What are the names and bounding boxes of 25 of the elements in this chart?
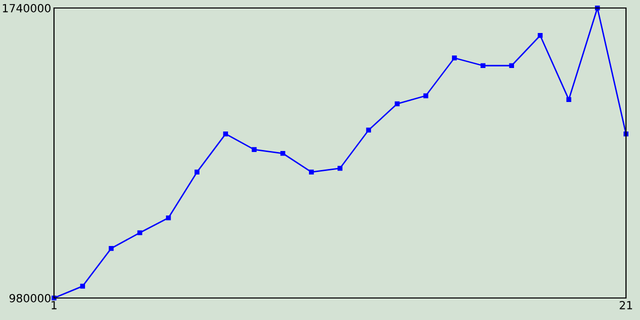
point (509, 63, 514, 68)
y-tick-label: 1740000 (2, 4, 50, 12)
point (252, 147, 257, 152)
point (624, 131, 628, 136)
point (566, 97, 572, 102)
x-tick-label: 1 (52, 301, 57, 310)
point (137, 230, 142, 236)
point (223, 131, 228, 136)
point (108, 246, 114, 251)
x-tick-label: 21 (620, 300, 632, 310)
point (394, 101, 400, 106)
point (308, 170, 314, 175)
point (166, 215, 171, 220)
point (80, 284, 86, 289)
point (338, 166, 342, 171)
point (538, 33, 543, 38)
point (194, 170, 200, 175)
point (594, 6, 600, 10)
y-tick-label: 980000 (10, 294, 50, 302)
point (452, 56, 457, 60)
point (423, 93, 428, 98)
point (366, 128, 372, 133)
point (52, 296, 56, 300)
point (280, 150, 286, 156)
point (480, 63, 486, 68)
